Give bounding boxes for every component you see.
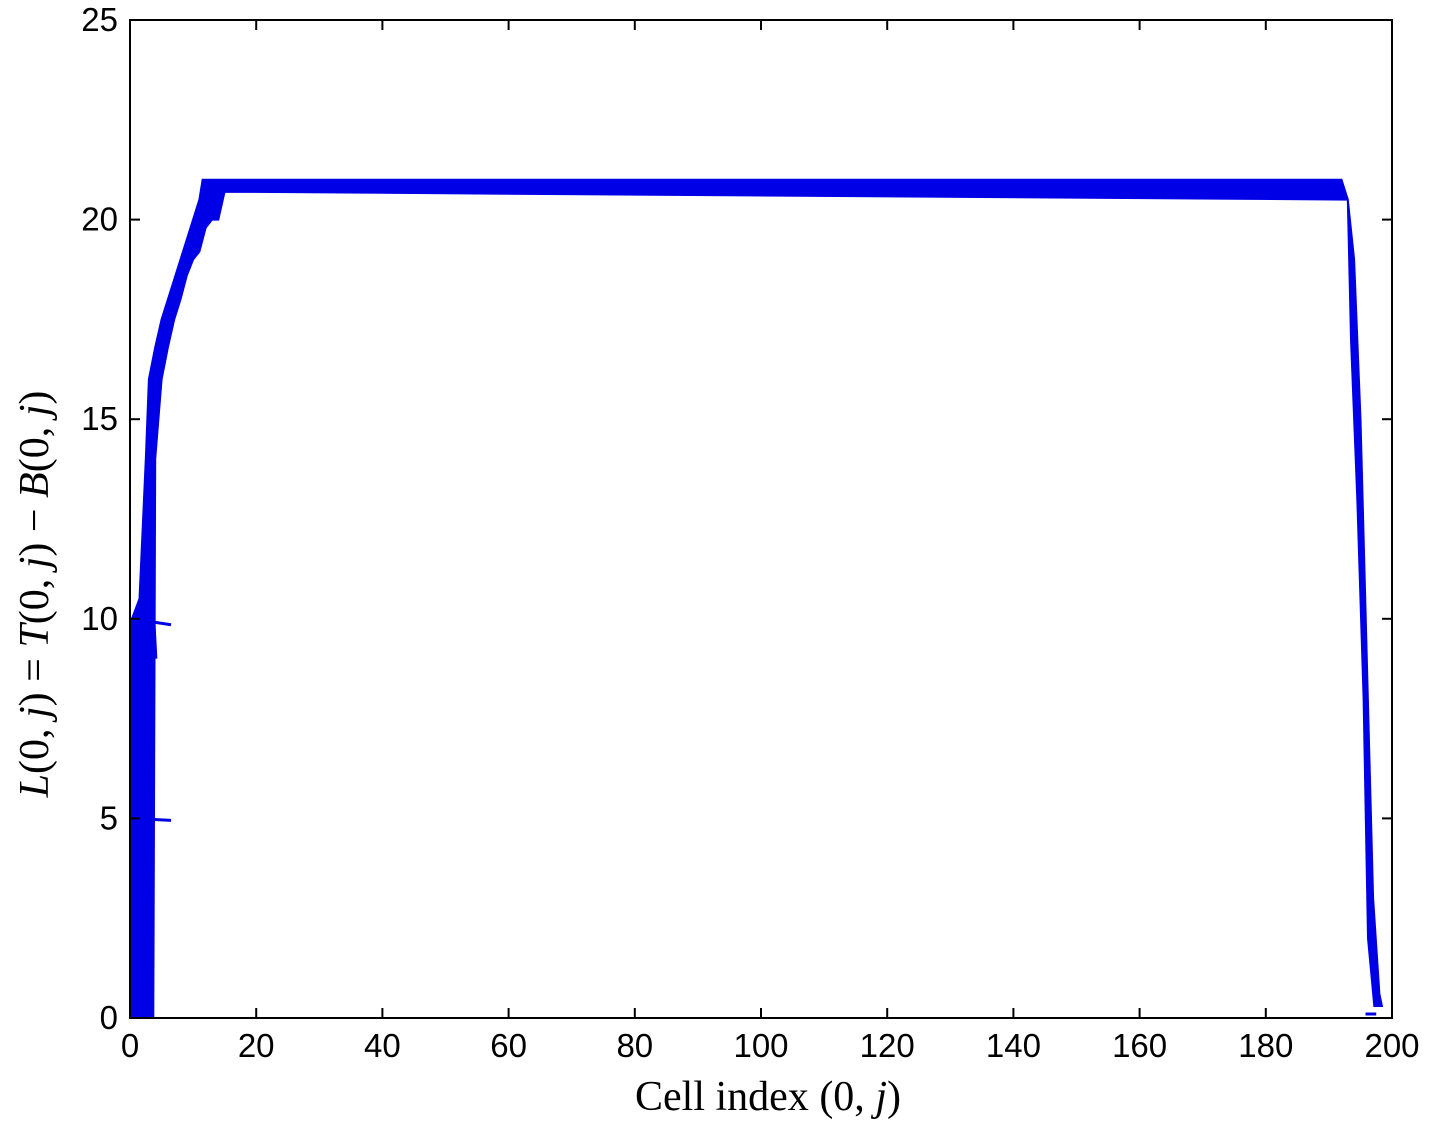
x-tick-label: 0 [121, 1027, 139, 1064]
y-axis-label-part5: (0, [12, 416, 58, 472]
y-tick-label: 0 [100, 999, 118, 1036]
plot-frame [129, 19, 1393, 1019]
y-tick-label: 10 [81, 600, 118, 637]
x-tick-label: 100 [733, 1027, 788, 1064]
y-axis-label-part4: ) − [12, 498, 58, 557]
x-tick-label: 140 [986, 1027, 1041, 1064]
y-axis-label-part2: ) = [12, 648, 58, 707]
y-axis-label-T: T [12, 622, 58, 648]
y-tick-label: 5 [100, 799, 118, 836]
y-axis-label-j2: j [12, 557, 58, 574]
y-axis-label-part3: (0, [12, 568, 58, 624]
x-tick-label: 20 [238, 1027, 275, 1064]
y-axis-label-B: B [12, 472, 58, 498]
y-axis-label-j3: j [12, 405, 58, 422]
x-tick-label: 200 [1364, 1027, 1419, 1064]
y-tick-label: 20 [81, 201, 118, 238]
x-axis-label: Cell index (0, j) [635, 1074, 901, 1120]
x-axis-label-close: ) [887, 1074, 901, 1120]
x-tick-label: 40 [364, 1027, 401, 1064]
y-axis-label-j1: j [12, 706, 58, 723]
x-tick-label: 120 [860, 1027, 915, 1064]
x-tick-label: 80 [616, 1027, 653, 1064]
x-tick-label: 160 [1112, 1027, 1167, 1064]
x-tick-label: 180 [1238, 1027, 1293, 1064]
x-ticks: 0 20 40 60 80 100 120 140 160 180 200 [121, 20, 1420, 1064]
y-axis-label-part1: (0, [12, 718, 58, 774]
y-tick-label: 25 [81, 1, 118, 38]
x-axis-label-var: j [870, 1074, 887, 1120]
x-axis-label-paren: (0, [819, 1074, 875, 1120]
x-tick-label: 60 [490, 1027, 527, 1064]
y-axis-label-L: L [12, 774, 58, 798]
x-axis-label-text: Cell index [635, 1074, 819, 1120]
series-band-0 [130, 178, 1384, 1019]
series-segment-2 [151, 598, 158, 659]
y-axis-label-part6: ) [12, 391, 58, 405]
data-layer [130, 178, 1384, 1019]
y-tick-label: 15 [81, 400, 118, 437]
y-axis-label: L(0, j) = T(0, j) − B(0, j) [12, 391, 58, 799]
y-ticks: 0 5 10 15 20 25 [81, 1, 1392, 1036]
